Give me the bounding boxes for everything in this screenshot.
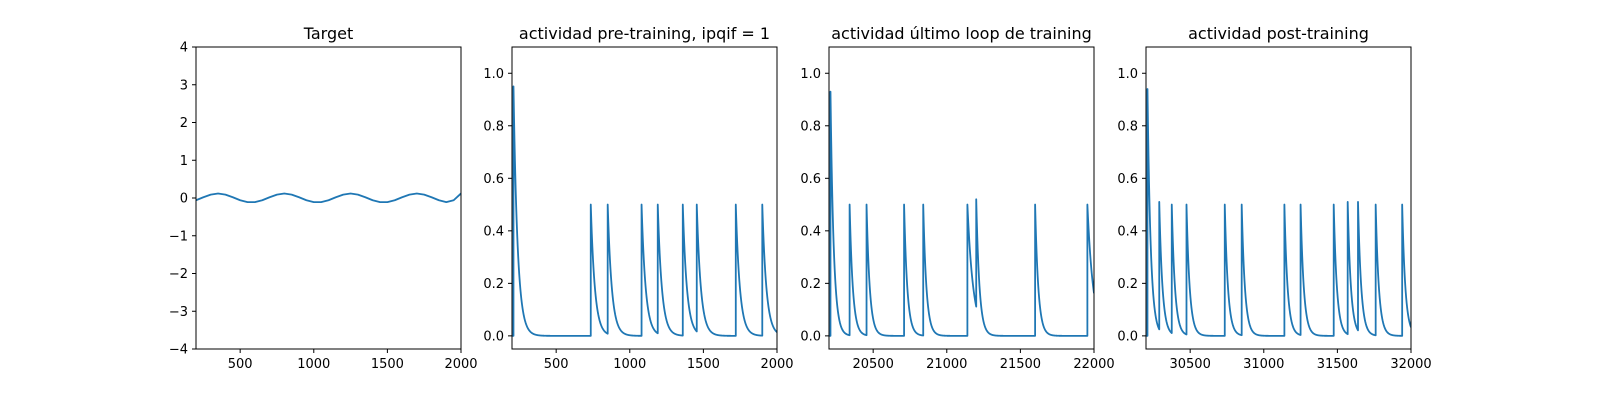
- y-tick-label: −1: [169, 229, 188, 244]
- y-tick-label: 0.0: [1117, 329, 1138, 344]
- chart-title: actividad último loop de training: [831, 24, 1092, 43]
- series-line: [1146, 88, 1411, 337]
- x-tick-label: 21000: [926, 357, 967, 372]
- y-tick-label: −4: [169, 343, 188, 358]
- y-tick-label: 1.0: [483, 67, 504, 82]
- x-tick-label: 21500: [1000, 357, 1041, 372]
- y-tick-label: 0.4: [1117, 224, 1138, 239]
- series-line: [196, 192, 461, 204]
- y-tick-label: 0.0: [800, 329, 821, 344]
- axes-frame: [511, 46, 778, 350]
- x-tick-label: 22000: [1073, 357, 1114, 372]
- y-tick-label: 0.6: [800, 172, 821, 187]
- x-tick-label: 30500: [1169, 357, 1210, 372]
- x-tick-label: 1000: [297, 357, 330, 372]
- y-tick-label: 0.4: [483, 224, 504, 239]
- y-tick-label: 1.0: [800, 67, 821, 82]
- y-tick-label: 0.8: [800, 119, 821, 134]
- chart-panel-target: 500 1000 1500 2000 −4 −3 −2 −1 0 1 2 3 4 Target: [169, 24, 478, 372]
- x-tick-label: 2000: [760, 357, 793, 372]
- axes-frame: [828, 46, 1095, 350]
- chart-panel-last-training-loop: 20500 21000 21500 22000 0.0 0.2 0.4 0.6 0.8 1.0 ac…: [800, 24, 1114, 372]
- x-tick-label: 500: [228, 357, 253, 372]
- x-tick-label: 31500: [1317, 357, 1358, 372]
- y-tick-label: 0.8: [1117, 119, 1138, 134]
- y-tick-label: 0.2: [800, 277, 821, 292]
- y-tick-label: 0.4: [800, 224, 821, 239]
- y-tick-label: 0.0: [483, 329, 504, 344]
- y-tick-label: 1.0: [1117, 67, 1138, 82]
- y-tick-label: 4: [180, 41, 188, 56]
- y-tick-label: 0: [180, 192, 188, 207]
- y-tick-label: 0.8: [483, 119, 504, 134]
- y-tick-label: 0.2: [483, 277, 504, 292]
- chart-panel-pre-training: 500 1000 1500 2000 0.0 0.2 0.4 0.6 0.8 1.0 activid…: [483, 24, 793, 372]
- chart-title: actividad pre-training, ipqif = 1: [519, 24, 770, 43]
- x-tick-label: 20500: [852, 357, 893, 372]
- y-tick-label: −2: [169, 267, 188, 282]
- x-tick-label: 31000: [1243, 357, 1284, 372]
- y-tick-label: 1: [180, 154, 188, 169]
- x-tick-label: 32000: [1390, 357, 1431, 372]
- y-tick-label: 0.2: [1117, 277, 1138, 292]
- series-line: [829, 90, 1094, 337]
- y-tick-label: 0.6: [483, 172, 504, 187]
- x-tick-label: 2000: [444, 357, 477, 372]
- axes-frame: [1145, 46, 1412, 350]
- series-line: [512, 85, 777, 337]
- x-tick-label: 1500: [687, 357, 720, 372]
- y-tick-label: −3: [169, 305, 188, 320]
- chart-title: Target: [303, 24, 354, 43]
- y-tick-label: 3: [180, 78, 188, 93]
- y-tick-label: 0.6: [1117, 172, 1138, 187]
- x-tick-label: 1000: [613, 357, 646, 372]
- y-tick-label: 2: [180, 116, 188, 131]
- chart-title: actividad post-training: [1188, 24, 1369, 43]
- x-tick-label: 1500: [371, 357, 404, 372]
- x-tick-label: 500: [544, 357, 569, 372]
- chart-panel-post-training: 30500 31000 31500 32000 0.0 0.2 0.4 0.6 0.8 1.0 ac…: [1117, 24, 1431, 372]
